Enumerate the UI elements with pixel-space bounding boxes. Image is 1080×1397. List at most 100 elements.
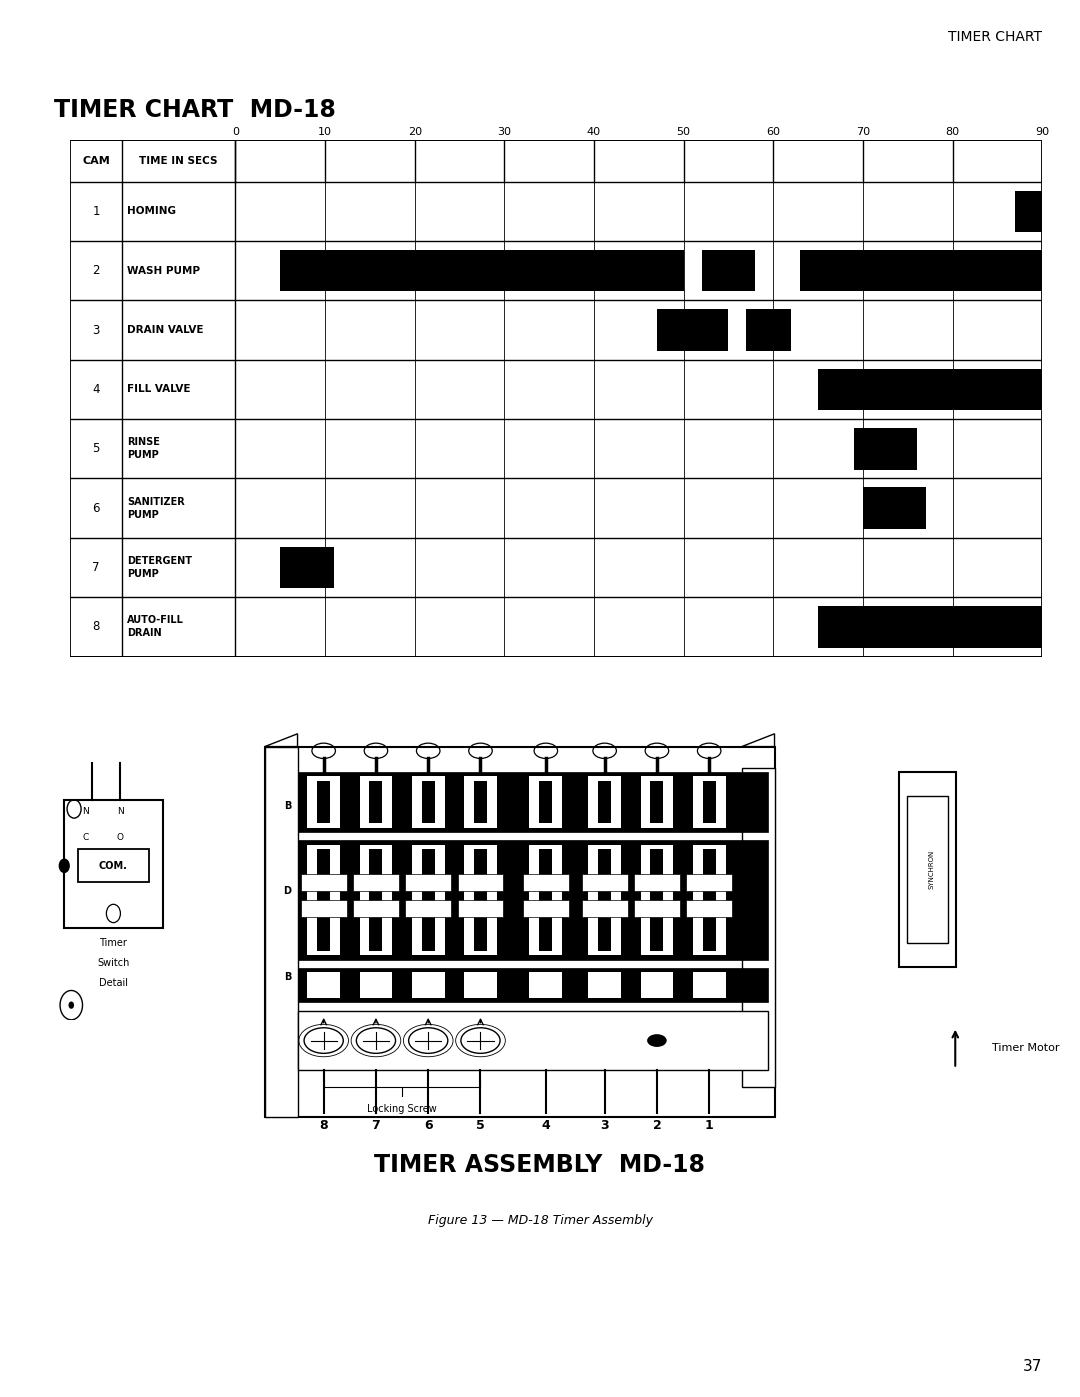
Bar <box>464 972 497 997</box>
Bar <box>640 845 673 956</box>
Text: 20: 20 <box>407 127 422 137</box>
Bar <box>529 777 563 827</box>
Bar <box>640 777 673 827</box>
Bar <box>65 799 163 928</box>
Text: 4: 4 <box>93 383 99 395</box>
Text: O: O <box>117 833 124 842</box>
Text: Timer: Timer <box>99 937 127 947</box>
Bar <box>308 777 340 827</box>
Text: 90: 90 <box>1035 127 1050 137</box>
Bar <box>474 849 487 951</box>
Text: 0: 0 <box>232 127 239 137</box>
Bar <box>529 972 563 997</box>
Bar <box>318 849 330 951</box>
Text: 1: 1 <box>705 1119 714 1133</box>
Text: DRAIN VALVE: DRAIN VALVE <box>127 326 204 335</box>
Bar <box>411 972 445 997</box>
Bar <box>369 781 382 823</box>
Bar <box>854 427 917 469</box>
Bar <box>464 845 497 956</box>
Text: CAM: CAM <box>82 155 110 166</box>
Bar <box>421 849 435 951</box>
Bar <box>907 796 947 943</box>
Bar <box>686 900 732 916</box>
Text: PUMP: PUMP <box>127 569 159 580</box>
Bar <box>746 309 792 351</box>
Bar <box>405 875 451 891</box>
Text: SANITIZER: SANITIZER <box>127 496 185 507</box>
Bar <box>297 773 768 831</box>
Bar <box>405 900 451 916</box>
Bar <box>598 849 611 951</box>
Text: PUMP: PUMP <box>127 450 159 461</box>
Bar <box>458 875 503 891</box>
Bar <box>589 972 621 997</box>
Bar <box>1015 190 1042 232</box>
Text: 2: 2 <box>652 1119 661 1133</box>
Text: 1: 1 <box>93 205 99 218</box>
Bar <box>742 768 774 1087</box>
Text: 5: 5 <box>93 443 99 455</box>
Bar <box>582 875 627 891</box>
Text: RINSE: RINSE <box>127 437 160 447</box>
Bar <box>281 546 334 588</box>
Text: COM.: COM. <box>99 861 127 870</box>
Bar <box>353 900 399 916</box>
Circle shape <box>58 858 70 873</box>
Polygon shape <box>742 733 774 746</box>
Bar <box>308 845 340 956</box>
Polygon shape <box>265 733 297 746</box>
Bar <box>360 777 392 827</box>
Text: PUMP: PUMP <box>127 510 159 520</box>
Circle shape <box>647 1034 666 1046</box>
Bar <box>693 777 726 827</box>
Bar <box>686 875 732 891</box>
Text: 50: 50 <box>677 127 690 137</box>
Text: TIME IN SECS: TIME IN SECS <box>139 155 218 166</box>
Bar <box>650 781 663 823</box>
Bar <box>693 845 726 956</box>
Bar <box>523 900 569 916</box>
Bar <box>634 875 679 891</box>
Text: 37: 37 <box>1023 1359 1042 1373</box>
Bar <box>863 488 926 529</box>
Text: 5: 5 <box>476 1119 485 1133</box>
Bar <box>369 849 382 951</box>
Bar <box>539 781 552 823</box>
Text: TIMER ASSEMBLY  MD-18: TIMER ASSEMBLY MD-18 <box>375 1153 705 1178</box>
Bar <box>281 250 684 292</box>
Text: DRAIN: DRAIN <box>127 629 162 638</box>
Text: 30: 30 <box>498 127 511 137</box>
Circle shape <box>68 1002 75 1009</box>
Text: B: B <box>284 972 291 982</box>
Bar <box>474 781 487 823</box>
Text: 60: 60 <box>767 127 780 137</box>
Text: B: B <box>284 802 291 812</box>
Bar <box>297 841 768 960</box>
Bar <box>301 900 347 916</box>
Text: 10: 10 <box>319 127 332 137</box>
Text: 8: 8 <box>320 1119 328 1133</box>
Bar <box>79 849 149 883</box>
Text: 8: 8 <box>93 620 99 633</box>
Bar <box>657 309 728 351</box>
Bar <box>589 845 621 956</box>
Bar <box>589 777 621 827</box>
Text: FILL VALVE: FILL VALVE <box>127 384 191 394</box>
Bar <box>800 250 1042 292</box>
Bar <box>899 773 956 967</box>
Bar <box>458 900 503 916</box>
Bar <box>360 972 392 997</box>
Text: Figure 13 — MD-18 Timer Assembly: Figure 13 — MD-18 Timer Assembly <box>428 1214 652 1228</box>
Text: N: N <box>117 807 124 816</box>
Text: HOMING: HOMING <box>127 207 176 217</box>
Text: DETERGENT: DETERGENT <box>127 556 192 566</box>
Text: 7: 7 <box>372 1119 380 1133</box>
Bar <box>297 968 768 1002</box>
Bar <box>464 777 497 827</box>
Bar <box>819 369 1042 411</box>
Text: TIMER CHART: TIMER CHART <box>948 29 1042 45</box>
Text: 40: 40 <box>586 127 602 137</box>
Bar <box>703 849 716 951</box>
Bar <box>529 845 563 956</box>
